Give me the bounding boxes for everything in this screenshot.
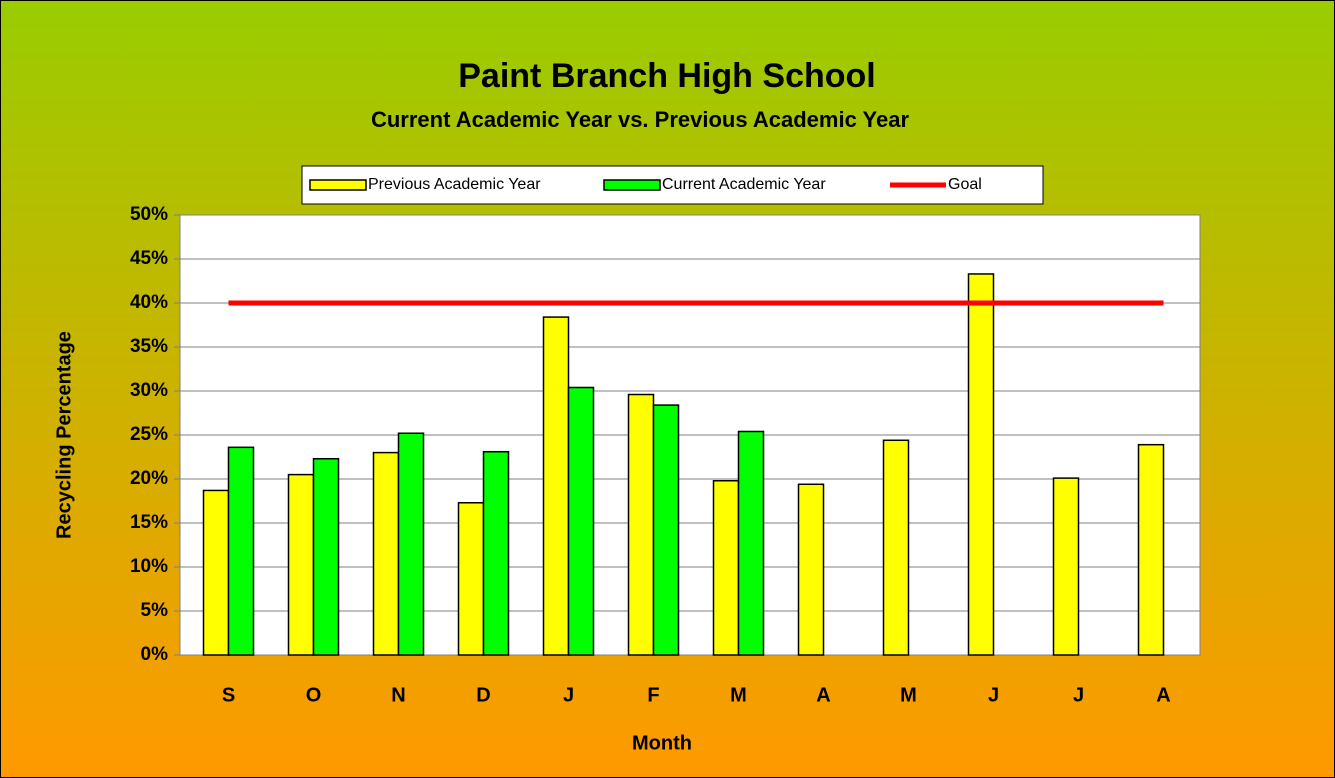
x-tick-label: N <box>391 684 405 706</box>
x-tick-label: S <box>222 684 235 706</box>
bar <box>1137 443 1165 656</box>
x-tick-label: M <box>730 684 747 706</box>
x-axis-label: Month <box>632 732 692 754</box>
y-tick-label: 30% <box>130 380 168 401</box>
y-tick-label: 0% <box>141 644 169 665</box>
y-tick-label: 45% <box>130 248 168 269</box>
bar <box>372 451 400 656</box>
bar <box>737 430 765 656</box>
x-tick-label: D <box>476 684 490 706</box>
y-tick-label: 50% <box>130 204 168 225</box>
y-tick-label: 20% <box>130 468 168 489</box>
x-tick-label: A <box>816 684 830 706</box>
legend-swatch <box>603 179 661 191</box>
y-tick-label: 35% <box>130 336 168 357</box>
chart-subtitle: Current Academic Year vs. Previous Acade… <box>371 107 910 132</box>
bar <box>882 439 910 656</box>
bar <box>627 393 655 656</box>
y-tick-label: 40% <box>130 292 168 313</box>
x-tick-label: J <box>1073 684 1084 706</box>
legend-label: Current Academic Year <box>662 176 826 193</box>
x-tick-label: F <box>647 684 659 706</box>
bar <box>457 502 485 656</box>
y-axis-label: Recycling Percentage <box>53 331 75 539</box>
bar <box>652 404 680 656</box>
y-tick-label: 25% <box>130 424 168 445</box>
legend-swatch <box>309 179 367 191</box>
bar <box>227 446 255 656</box>
bar <box>567 386 595 656</box>
x-tick-label: O <box>306 684 322 706</box>
legend-label: Goal <box>948 176 982 193</box>
chart-title: Paint Branch High School <box>458 57 875 95</box>
bar <box>482 450 510 656</box>
legend-label: Previous Academic Year <box>368 176 541 193</box>
bar <box>967 273 995 656</box>
bar <box>1052 477 1080 656</box>
x-tick-label: M <box>900 684 917 706</box>
bar <box>287 473 315 656</box>
x-tick-label: J <box>563 684 574 706</box>
bar <box>797 483 825 656</box>
bar <box>397 432 425 656</box>
y-tick-label: 15% <box>130 512 168 533</box>
x-tick-label: J <box>988 684 999 706</box>
bar <box>712 480 740 656</box>
bar <box>202 489 230 656</box>
bar <box>312 458 340 656</box>
x-tick-label: A <box>1156 684 1170 706</box>
y-tick-label: 10% <box>130 556 168 577</box>
bar <box>542 316 570 656</box>
y-tick-label: 5% <box>141 600 169 621</box>
